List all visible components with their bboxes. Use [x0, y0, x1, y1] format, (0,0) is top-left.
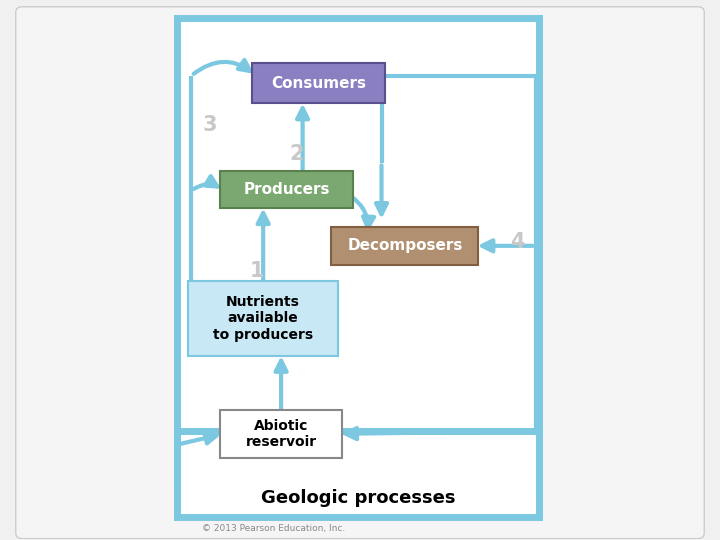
- Text: 1: 1: [250, 261, 265, 281]
- Text: Abiotic
reservoir: Abiotic reservoir: [246, 418, 317, 449]
- FancyBboxPatch shape: [220, 171, 353, 208]
- Text: 2: 2: [289, 145, 304, 165]
- Text: Geologic processes: Geologic processes: [261, 489, 456, 508]
- FancyBboxPatch shape: [188, 281, 338, 356]
- FancyBboxPatch shape: [331, 227, 478, 265]
- Text: 3: 3: [202, 115, 217, 135]
- Text: Decomposers: Decomposers: [347, 238, 462, 253]
- FancyBboxPatch shape: [177, 431, 539, 517]
- Text: 4: 4: [510, 232, 525, 252]
- Text: © 2013 Pearson Education, Inc.: © 2013 Pearson Education, Inc.: [202, 524, 346, 534]
- FancyBboxPatch shape: [253, 63, 385, 104]
- Text: Consumers: Consumers: [271, 76, 366, 91]
- Text: Nutrients
available
to producers: Nutrients available to producers: [213, 295, 313, 342]
- FancyBboxPatch shape: [177, 17, 539, 488]
- FancyBboxPatch shape: [220, 410, 342, 458]
- Text: Producers: Producers: [243, 182, 330, 197]
- FancyBboxPatch shape: [16, 7, 704, 538]
